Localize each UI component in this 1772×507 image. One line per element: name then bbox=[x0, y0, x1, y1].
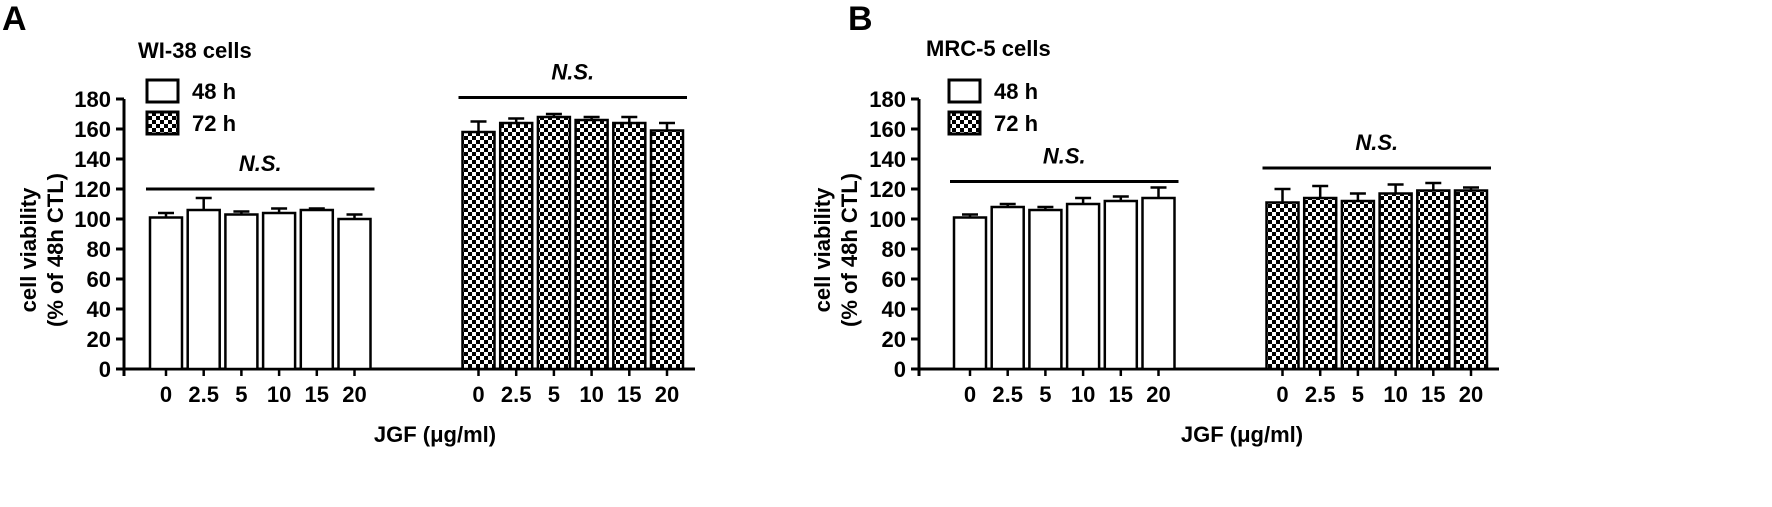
x-tick-label: 20 bbox=[655, 382, 679, 407]
y-tick-label: 100 bbox=[74, 207, 111, 232]
legend-label-72h: 72 h bbox=[994, 111, 1038, 136]
bar-48h-0 bbox=[148, 216, 184, 371]
chart-panel-b: B MRC-5 cells 48 h 72 h cell viability (… bbox=[810, 0, 1499, 447]
panel-letter: B bbox=[848, 0, 873, 38]
y-axis-label-line2: (% of 48h CTL) bbox=[837, 173, 862, 327]
y-tick-label: 20 bbox=[87, 327, 111, 352]
bar-48h-2.5 bbox=[990, 205, 1025, 371]
y-tick-label: 40 bbox=[87, 297, 111, 322]
y-tick-label: 180 bbox=[74, 87, 111, 112]
x-axis-label: JGF (μg/ml) bbox=[374, 422, 496, 447]
y-tick-label: 140 bbox=[869, 147, 906, 172]
x-tick-label: 5 bbox=[1039, 382, 1051, 407]
y-tick-label: 0 bbox=[894, 357, 906, 382]
significance-label-72h: N.S. bbox=[1355, 130, 1398, 155]
bar-72h-2.5 bbox=[498, 121, 534, 371]
x-tick-label: 0 bbox=[964, 382, 976, 407]
bar-48h-20 bbox=[337, 217, 372, 371]
x-tick-label: 0 bbox=[1276, 382, 1288, 407]
x-tick-label: 15 bbox=[1109, 382, 1133, 407]
bar-48h-10 bbox=[1065, 202, 1101, 371]
bar-48h-10 bbox=[261, 211, 297, 371]
x-tick-label: 20 bbox=[342, 382, 366, 407]
plot-area: 0 20 40 60 80 100 120 140 160 180 0 2.5 5 10 15 20 0 2.5 5… bbox=[869, 87, 1499, 407]
legend: 48 h 72 h bbox=[947, 78, 1038, 136]
significance-label-72h: N.S. bbox=[551, 60, 594, 85]
x-tick-label: 10 bbox=[1071, 382, 1095, 407]
x-tick-label: 2.5 bbox=[501, 382, 532, 407]
y-tick-label: 100 bbox=[869, 207, 906, 232]
y-tick-label: 40 bbox=[882, 297, 906, 322]
y-axis-label-line1: cell viability bbox=[16, 187, 41, 312]
legend-label-48h: 48 h bbox=[994, 79, 1038, 104]
y-axis-label-line1: cell viability bbox=[810, 187, 835, 312]
y-tick-label: 140 bbox=[74, 147, 111, 172]
x-tick-label: 0 bbox=[160, 382, 172, 407]
x-tick-label: 5 bbox=[1352, 382, 1364, 407]
x-tick-label: 5 bbox=[548, 382, 560, 407]
bar-48h-2.5 bbox=[186, 208, 221, 371]
bar-72h-0 bbox=[461, 130, 496, 371]
x-tick-label: 10 bbox=[267, 382, 291, 407]
bar-72h-10 bbox=[1378, 192, 1413, 371]
y-tick-label: 20 bbox=[882, 327, 906, 352]
bar-72h-15 bbox=[1416, 189, 1451, 371]
bar-72h-5 bbox=[1340, 199, 1376, 371]
legend-swatch-72h bbox=[145, 110, 180, 136]
bar-72h-20 bbox=[649, 129, 685, 371]
y-tick-label: 80 bbox=[882, 237, 906, 262]
bar-48h-15 bbox=[299, 208, 335, 371]
plot-area: 0 20 40 60 80 100 120 140 160 180 0 2.5 5 10 15 20 0 2.5 5… bbox=[74, 87, 695, 407]
bar-72h-10 bbox=[574, 118, 609, 371]
y-tick-label: 0 bbox=[99, 357, 111, 382]
y-tick-label: 180 bbox=[869, 87, 906, 112]
bar-48h-20 bbox=[1141, 196, 1176, 371]
x-tick-label: 5 bbox=[235, 382, 247, 407]
significance-label-48h: N.S. bbox=[1043, 144, 1086, 169]
y-tick-label: 80 bbox=[87, 237, 111, 262]
bar-72h-0 bbox=[1265, 201, 1300, 371]
x-axis-label: JGF (μg/ml) bbox=[1181, 422, 1303, 447]
bar-72h-5 bbox=[536, 115, 572, 371]
bar-48h-15 bbox=[1103, 199, 1139, 371]
legend-swatch-48h bbox=[145, 78, 180, 104]
x-tick-label: 15 bbox=[1421, 382, 1445, 407]
bar-72h-2.5 bbox=[1302, 196, 1338, 371]
x-tick-label: 2.5 bbox=[1305, 382, 1336, 407]
x-tick-label: 2.5 bbox=[992, 382, 1023, 407]
y-tick-label: 160 bbox=[74, 117, 111, 142]
chart-title: MRC-5 cells bbox=[926, 36, 1051, 61]
significance-label-48h: N.S. bbox=[239, 151, 282, 176]
bar-48h-5 bbox=[224, 213, 259, 371]
x-tick-label: 15 bbox=[305, 382, 329, 407]
y-axis-label-line2: (% of 48h CTL) bbox=[43, 173, 68, 327]
y-tick-label: 60 bbox=[882, 267, 906, 292]
chart-title: WI-38 cells bbox=[138, 38, 252, 63]
legend-label-48h: 48 h bbox=[192, 79, 236, 104]
legend-label-72h: 72 h bbox=[192, 111, 236, 136]
chart-panel-a: A WI-38 cells 48 h 72 h cell viability (… bbox=[2, 0, 695, 447]
x-tick-label: 15 bbox=[617, 382, 641, 407]
x-tick-label: 10 bbox=[579, 382, 603, 407]
y-tick-label: 120 bbox=[869, 177, 906, 202]
panel-letter: A bbox=[2, 0, 27, 38]
y-tick-label: 160 bbox=[869, 117, 906, 142]
legend-swatch-72h bbox=[947, 110, 982, 136]
bar-48h-5 bbox=[1028, 208, 1063, 371]
y-tick-label: 60 bbox=[87, 267, 111, 292]
x-tick-label: 20 bbox=[1459, 382, 1483, 407]
x-tick-label: 20 bbox=[1146, 382, 1170, 407]
legend: 48 h 72 h bbox=[145, 78, 236, 136]
bar-72h-15 bbox=[612, 121, 647, 371]
bar-48h-0 bbox=[952, 216, 988, 371]
x-tick-label: 2.5 bbox=[188, 382, 219, 407]
y-tick-label: 120 bbox=[74, 177, 111, 202]
bar-72h-20 bbox=[1453, 189, 1489, 371]
x-tick-label: 0 bbox=[472, 382, 484, 407]
legend-swatch-48h bbox=[947, 78, 982, 104]
x-tick-label: 10 bbox=[1383, 382, 1407, 407]
